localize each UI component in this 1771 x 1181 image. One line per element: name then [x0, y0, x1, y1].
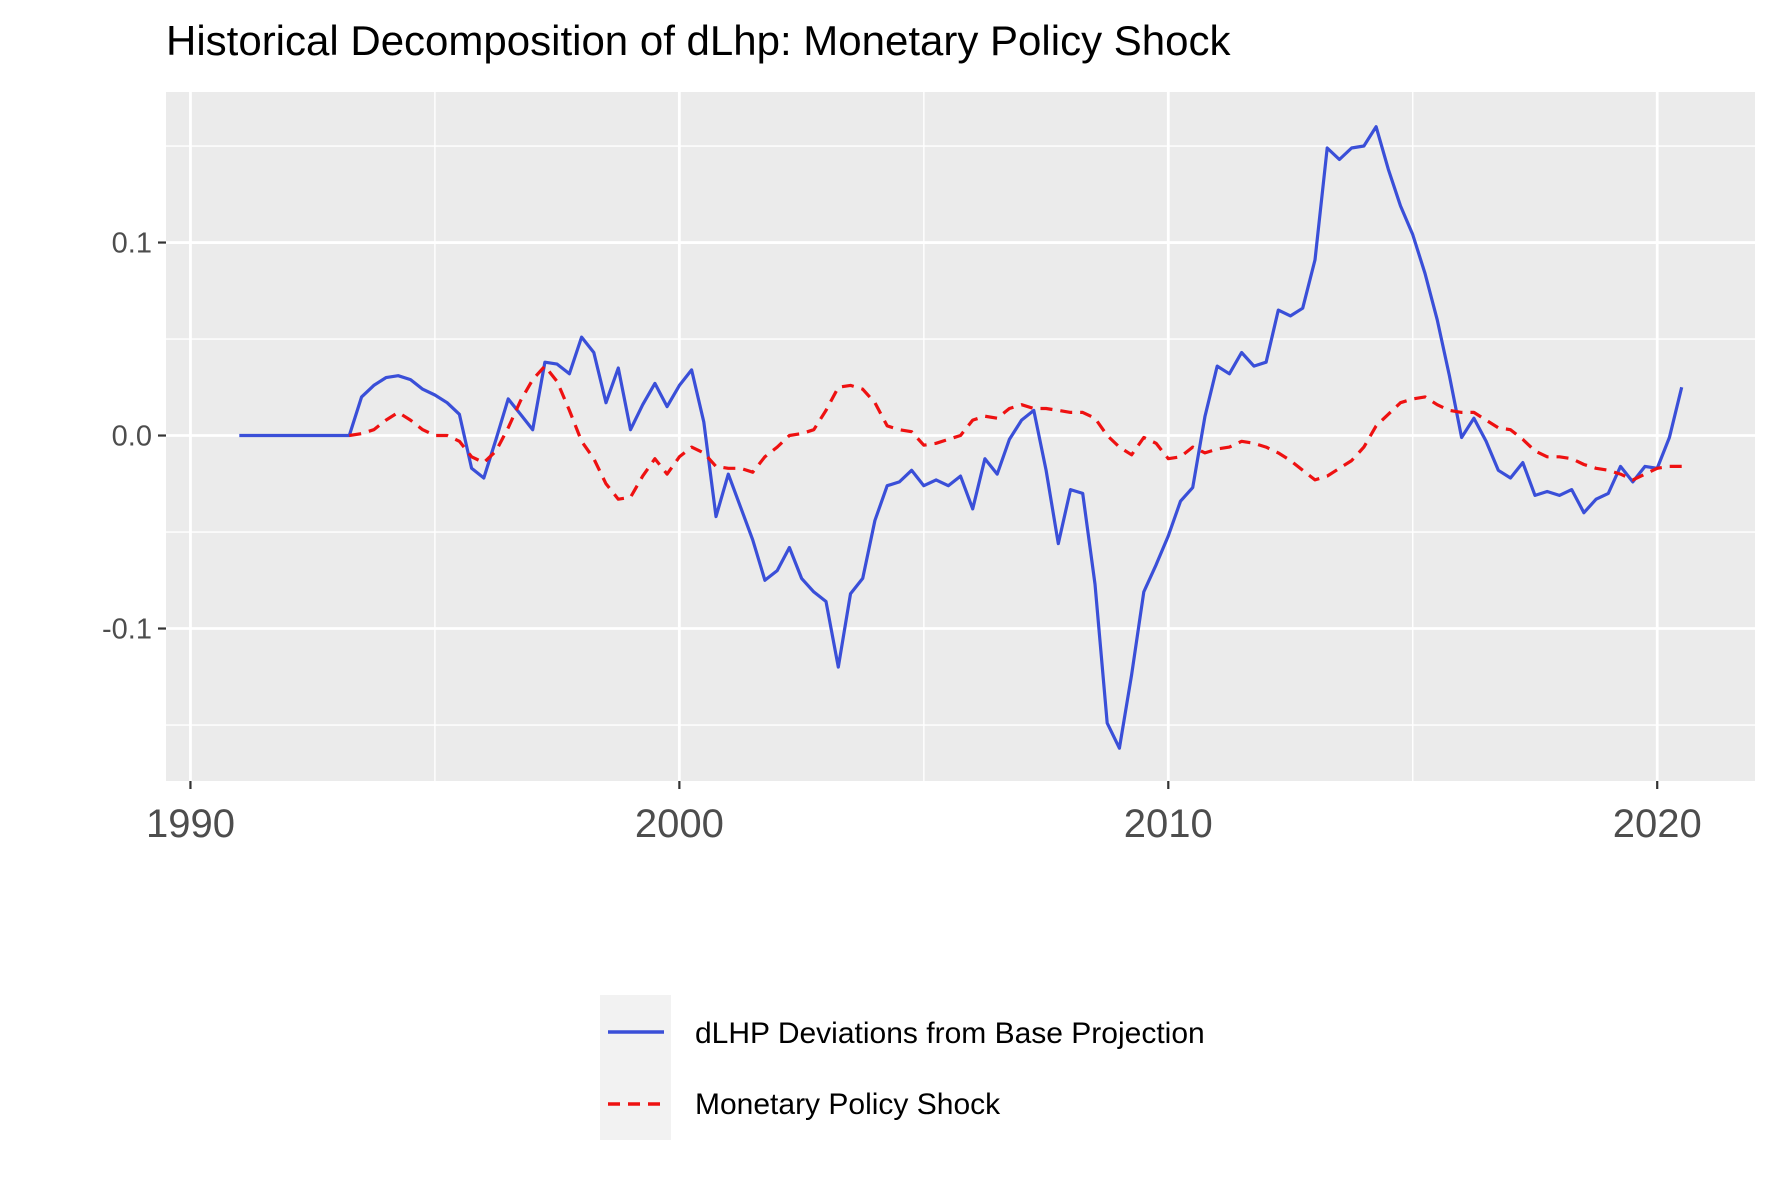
x-tick-label: 1990: [146, 802, 235, 846]
x-tick-label: 2010: [1124, 802, 1213, 846]
legend: dLHP Deviations from Base Projection Mon…: [600, 995, 1205, 1140]
legend-label-dlhp: dLHP Deviations from Base Projection: [695, 1017, 1205, 1050]
chart-title: Historical Decomposition of dLhp: Moneta…: [166, 17, 1231, 64]
legend-background: [600, 995, 671, 1140]
y-tick-label: -0.1: [102, 614, 152, 646]
axes: 1990 2000 2010 2020 -0.1 0.0 0.1: [102, 228, 1702, 846]
x-tick-label: 2000: [635, 802, 724, 846]
legend-label-monetary-policy-shock: Monetary Policy Shock: [695, 1088, 1001, 1121]
series-layer: [239, 125, 1684, 750]
y-tick-label: 0.0: [112, 421, 152, 453]
y-tick-label: 0.1: [112, 228, 152, 260]
series-line-monetary-policy-shock: [349, 364, 1682, 501]
major-gridlines: [166, 92, 1755, 781]
series-line-dlhp: [239, 125, 1684, 750]
x-tick-label: 2020: [1613, 802, 1702, 846]
